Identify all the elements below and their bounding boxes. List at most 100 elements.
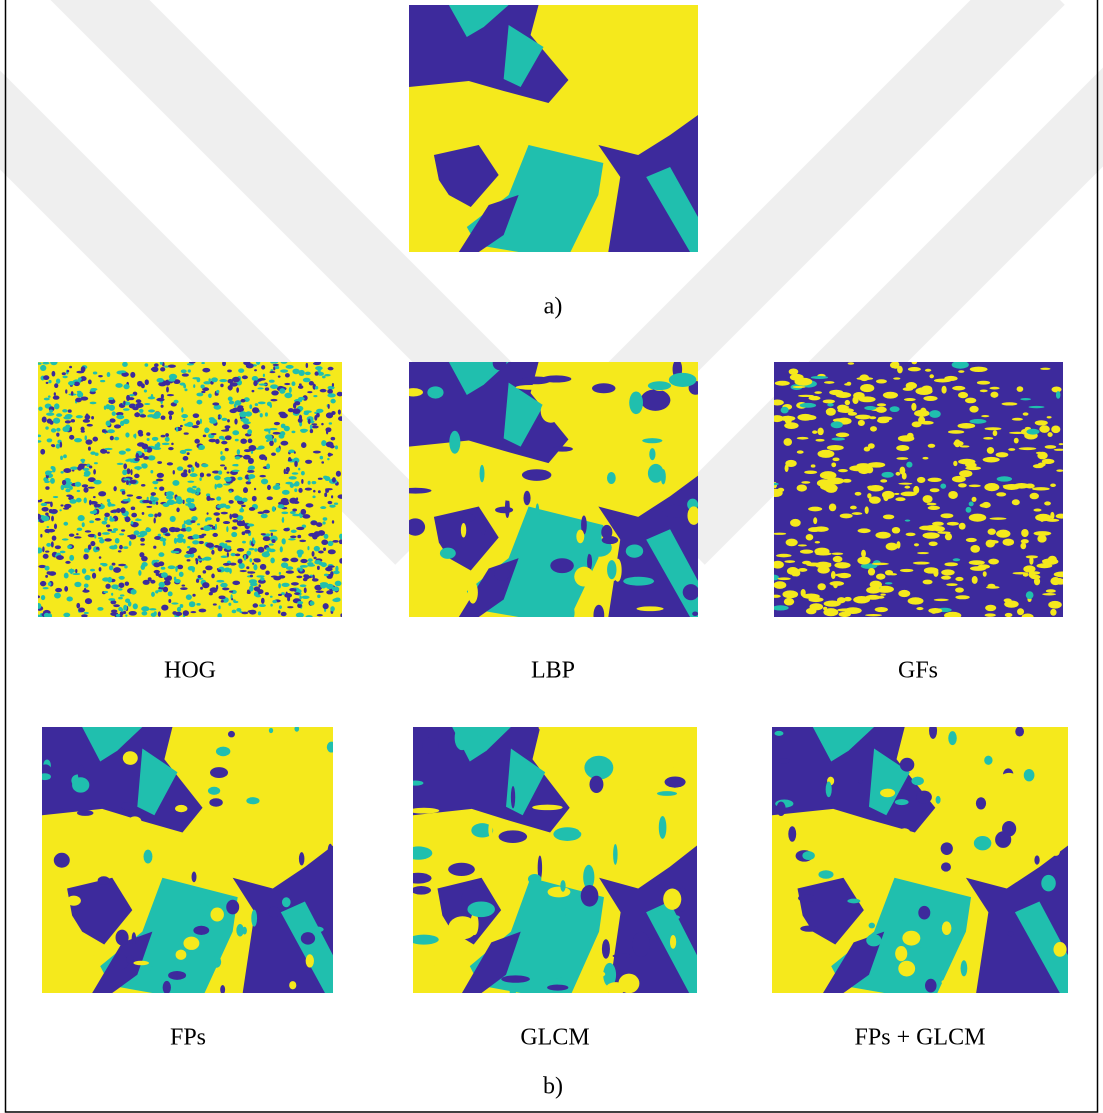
speckle	[228, 500, 233, 504]
speckle	[844, 597, 852, 601]
speckle	[269, 549, 276, 553]
blob	[626, 544, 643, 557]
speckle	[196, 487, 201, 492]
speckle	[959, 470, 972, 477]
speckle	[868, 443, 875, 449]
speckle	[290, 483, 294, 488]
blob	[242, 927, 247, 935]
speckle	[180, 587, 188, 590]
speckle	[249, 558, 252, 562]
speckle	[319, 562, 324, 566]
speckle	[326, 442, 334, 448]
speckle	[917, 477, 925, 483]
speckle	[200, 472, 204, 477]
speckle	[258, 584, 260, 587]
speckle	[107, 499, 110, 502]
speckle	[229, 563, 236, 566]
speckle	[52, 535, 57, 540]
speckle	[199, 609, 207, 613]
speckle	[925, 369, 931, 372]
speckle	[996, 530, 1010, 538]
speckle	[141, 556, 148, 561]
speckle	[872, 563, 889, 565]
speckle	[883, 392, 898, 399]
speckle	[855, 415, 871, 420]
speckle	[168, 599, 171, 603]
speckle	[123, 605, 127, 611]
speckle	[317, 614, 323, 616]
speckle	[56, 555, 64, 560]
blob	[974, 836, 991, 850]
speckle	[235, 439, 239, 442]
speckle	[151, 592, 155, 597]
blob	[634, 789, 641, 811]
speckle	[74, 582, 81, 587]
speckle	[857, 377, 874, 380]
speckle	[147, 438, 150, 441]
speckle	[308, 558, 313, 562]
speckle	[329, 505, 335, 508]
speckle	[985, 427, 1002, 430]
speckle	[63, 613, 70, 617]
caption-b: b)	[543, 1074, 563, 1100]
speckle	[988, 559, 999, 565]
speckle	[243, 455, 251, 460]
speckle	[323, 476, 328, 479]
speckle	[808, 507, 822, 512]
speckle	[157, 473, 164, 478]
speckle	[298, 370, 304, 376]
blob	[922, 842, 931, 858]
speckle	[63, 468, 71, 473]
speckle	[167, 499, 175, 505]
speckle	[294, 592, 300, 595]
speckle	[1030, 575, 1040, 580]
speckle	[131, 507, 136, 511]
speckle	[829, 504, 836, 512]
speckle	[156, 398, 164, 402]
speckle	[941, 386, 946, 394]
speckle	[177, 534, 184, 538]
speckle	[965, 398, 976, 404]
speckle	[183, 469, 187, 473]
speckle	[1026, 591, 1034, 599]
speckle	[952, 361, 969, 369]
blob	[774, 731, 783, 736]
speckle	[265, 387, 269, 390]
speckle	[223, 521, 230, 524]
speckle	[113, 604, 120, 607]
speckle	[169, 374, 177, 380]
speckle	[1039, 425, 1050, 433]
speckle	[176, 508, 179, 513]
blob	[126, 956, 134, 964]
speckle	[120, 612, 124, 616]
blob	[328, 844, 333, 860]
speckle	[328, 367, 334, 371]
speckle	[885, 582, 893, 584]
speckle	[798, 568, 808, 572]
speckle	[969, 419, 986, 424]
speckle	[980, 503, 991, 507]
speckle	[270, 557, 275, 563]
speckle	[93, 510, 97, 513]
speckle	[187, 546, 190, 548]
speckle	[54, 403, 59, 409]
speckle	[809, 603, 823, 610]
speckle	[209, 592, 213, 596]
blob	[942, 921, 952, 935]
speckle	[67, 370, 70, 372]
speckle	[273, 485, 281, 490]
speckle	[299, 596, 302, 600]
speckle	[227, 419, 230, 422]
speckle	[1013, 572, 1029, 574]
speckle	[99, 556, 102, 559]
speckle	[278, 594, 282, 596]
speckle	[104, 405, 107, 409]
speckle	[55, 545, 61, 549]
speckle	[88, 544, 92, 550]
speckle	[112, 563, 116, 566]
speckle	[324, 574, 329, 577]
speckle	[281, 512, 288, 515]
speckle	[191, 498, 194, 502]
speckle	[316, 522, 322, 527]
speckle	[231, 532, 237, 537]
